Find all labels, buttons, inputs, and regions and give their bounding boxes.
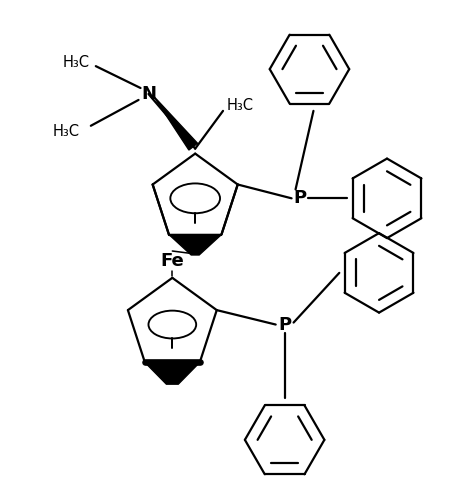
Text: P: P (293, 189, 306, 207)
Text: H₃C: H₃C (53, 124, 80, 139)
Text: Fe: Fe (161, 252, 184, 270)
Text: P: P (278, 315, 291, 333)
Polygon shape (145, 362, 200, 384)
Text: N: N (141, 85, 156, 103)
Polygon shape (153, 96, 198, 150)
Polygon shape (169, 234, 221, 255)
Text: H₃C: H₃C (227, 99, 254, 113)
Text: H₃C: H₃C (63, 55, 90, 70)
